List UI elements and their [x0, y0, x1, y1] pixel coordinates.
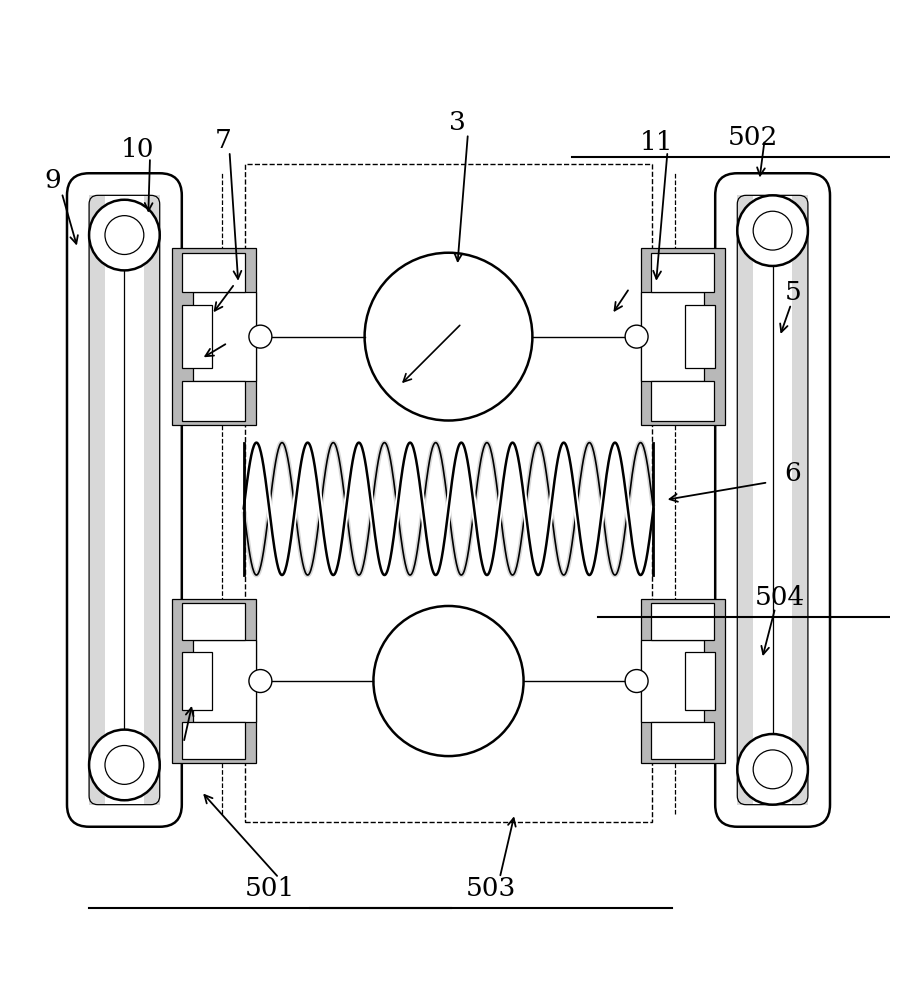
Text: 503: 503 [466, 876, 516, 901]
Bar [182, 253, 245, 292]
Bar [685, 305, 715, 368]
Circle shape [625, 670, 649, 693]
Bar [641, 599, 725, 763]
Text: 501: 501 [245, 876, 295, 901]
Bar [182, 305, 212, 368]
Bar [685, 652, 715, 710]
Bar [651, 722, 714, 759]
Text: 502: 502 [728, 125, 779, 150]
Text: 6: 6 [785, 461, 801, 486]
Bar [172, 599, 256, 763]
Text: 11: 11 [640, 130, 674, 155]
Bar [641, 640, 704, 722]
Text: 9: 9 [45, 168, 61, 193]
FancyBboxPatch shape [715, 173, 830, 827]
FancyBboxPatch shape [67, 173, 182, 827]
Circle shape [89, 730, 160, 800]
Bar [182, 722, 245, 759]
Circle shape [248, 670, 272, 693]
Bar [172, 248, 256, 425]
Text: 3: 3 [448, 110, 466, 135]
Bar [792, 195, 808, 805]
Bar [193, 640, 256, 722]
Text: 504: 504 [754, 585, 805, 610]
Text: 7: 7 [215, 128, 231, 153]
Bar [246, 164, 651, 822]
Circle shape [364, 253, 533, 421]
Bar [641, 248, 725, 425]
Bar [182, 381, 245, 421]
Bar [641, 292, 704, 381]
Circle shape [373, 606, 524, 756]
Bar [737, 195, 753, 805]
Circle shape [89, 200, 160, 270]
Circle shape [737, 734, 808, 805]
Bar [182, 603, 245, 640]
Bar [651, 253, 714, 292]
Text: 5: 5 [785, 280, 801, 305]
Circle shape [248, 325, 272, 348]
Circle shape [737, 195, 808, 266]
Text: 10: 10 [121, 137, 154, 162]
Bar [144, 195, 160, 805]
Circle shape [625, 325, 649, 348]
Bar [651, 603, 714, 640]
Bar [651, 381, 714, 421]
Bar [89, 195, 105, 805]
Bar [193, 292, 256, 381]
Bar [182, 652, 212, 710]
